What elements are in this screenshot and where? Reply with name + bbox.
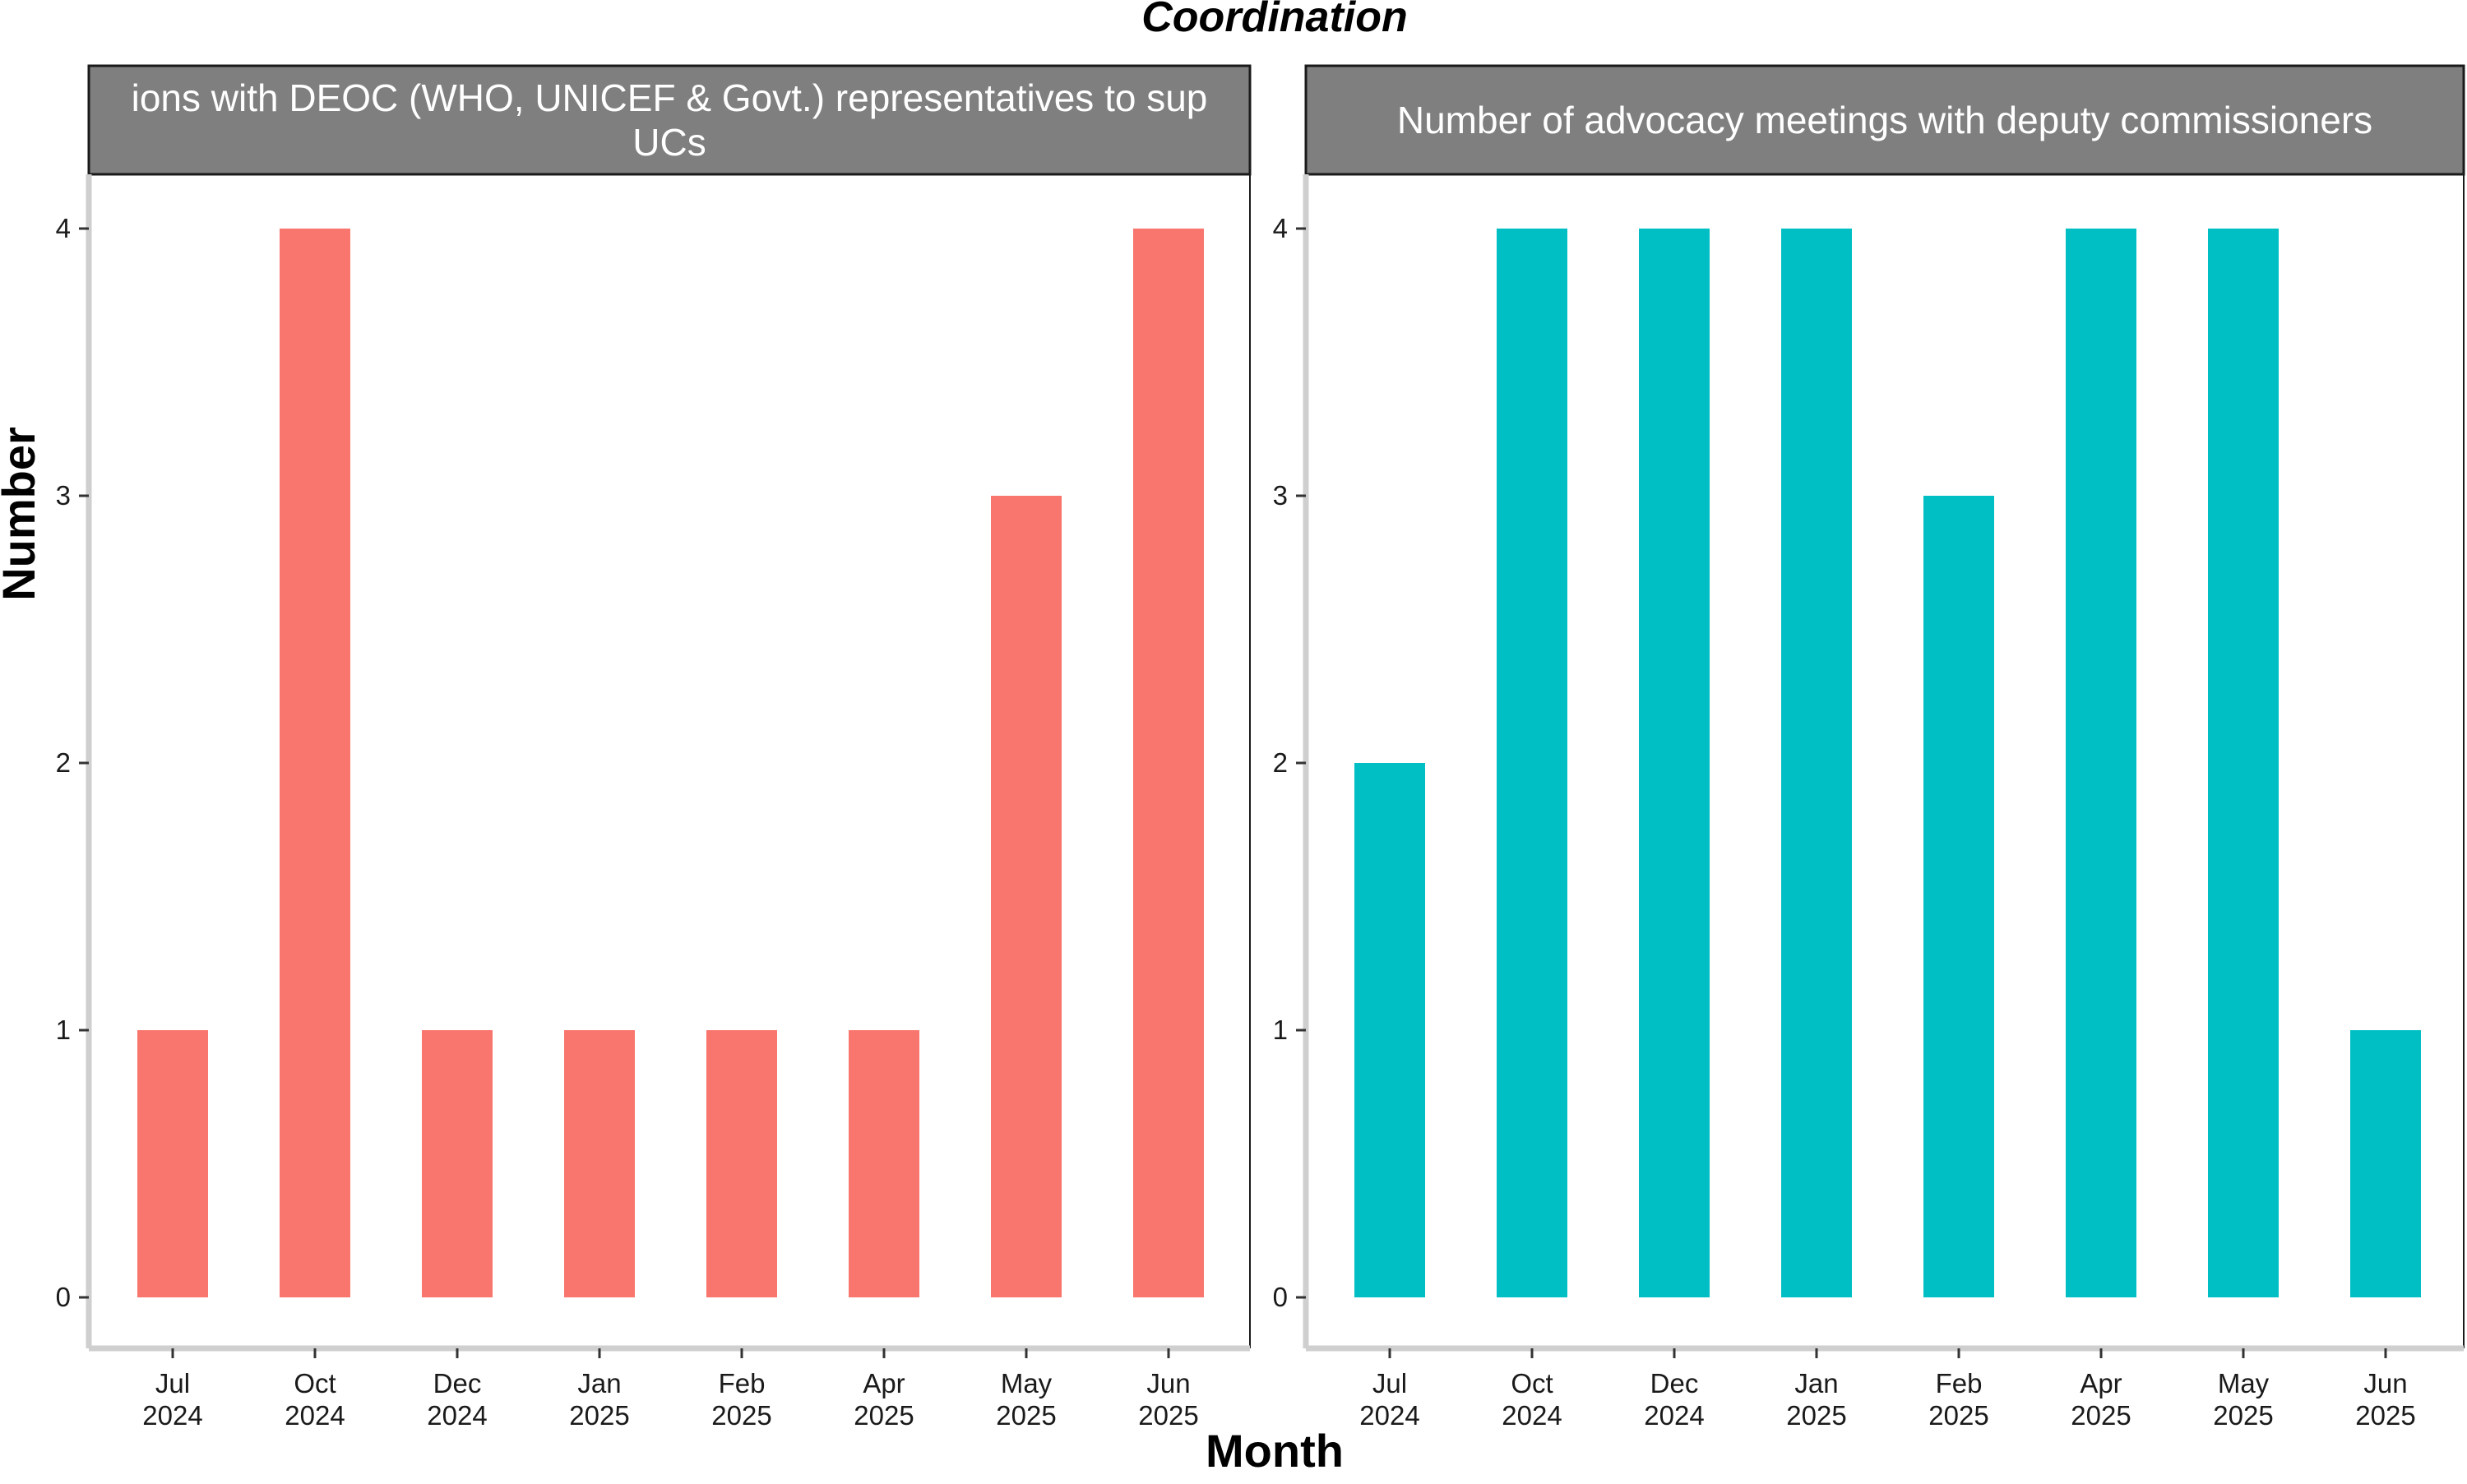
x-tick-label-year: 2024: [1644, 1400, 1704, 1431]
x-tick-label-month: Jan: [1794, 1368, 1838, 1398]
y-axis-label: Number: [0, 427, 44, 601]
x-tick-label-month: Oct: [1511, 1368, 1553, 1398]
y-tick-label: 0: [56, 1282, 71, 1312]
x-tick-label-year: 2025: [854, 1400, 914, 1431]
bar: [1497, 229, 1567, 1297]
x-tick-label-year: 2025: [996, 1400, 1056, 1431]
x-tick-label-year: 2025: [2213, 1400, 2273, 1431]
y-tick-label: 3: [56, 480, 71, 511]
x-tick-label-year: 2025: [2071, 1400, 2131, 1431]
bar: [1133, 229, 1204, 1297]
x-tick-label-year: 2025: [569, 1400, 629, 1431]
x-tick-label-month: Jun: [2363, 1368, 2407, 1398]
bar: [1639, 229, 1710, 1297]
y-tick-label: 2: [1273, 747, 1288, 778]
x-tick-label-month: May: [1001, 1368, 1053, 1398]
x-tick-label-year: 2025: [1786, 1400, 1846, 1431]
bar: [706, 1030, 777, 1297]
x-tick-label-year: 2024: [1502, 1400, 1562, 1431]
x-tick-label-year: 2025: [2355, 1400, 2415, 1431]
bar: [137, 1030, 208, 1297]
x-tick-label-month: Feb: [1936, 1368, 1983, 1398]
panel-strip-title: UCs: [632, 121, 706, 164]
x-tick-label-month: Apr: [2080, 1368, 2122, 1398]
bar: [422, 1030, 493, 1297]
x-tick-label-month: Dec: [433, 1368, 482, 1398]
x-tick-label-month: Feb: [719, 1368, 766, 1398]
panel-strip: [1304, 64, 2465, 176]
bar: [280, 229, 350, 1297]
x-tick-label-year: 2024: [285, 1400, 345, 1431]
x-tick-label-year: 2024: [1359, 1400, 1419, 1431]
bar: [991, 496, 1062, 1297]
bar: [1923, 496, 1994, 1297]
x-tick-label-month: Jan: [577, 1368, 621, 1398]
chart-title: Coordination: [1141, 0, 1408, 41]
x-tick-label-month: Apr: [863, 1368, 905, 1398]
bar: [2208, 229, 2279, 1297]
panel-strip: [87, 64, 1252, 176]
x-tick-label-month: Oct: [294, 1368, 336, 1398]
bar: [849, 1030, 919, 1297]
x-tick-label-year: 2024: [427, 1400, 487, 1431]
x-tick-label-year: 2025: [711, 1400, 771, 1431]
y-tick-label: 0: [1273, 1282, 1288, 1312]
panel-2: Number of advocacy meetings with deputy …: [1273, 64, 2465, 1431]
x-tick-label-month: May: [2218, 1368, 2270, 1398]
panel-strip-title: ions with DEOC (WHO, UNICEF & Govt.) rep…: [132, 76, 1208, 119]
y-tick-label: 2: [56, 747, 71, 778]
bar: [1781, 229, 1852, 1297]
bar: [2066, 229, 2136, 1297]
x-tick-label-year: 2025: [1928, 1400, 1988, 1431]
x-tick-label-year: 2024: [142, 1400, 202, 1431]
x-axis-label: Month: [1206, 1425, 1344, 1477]
bar: [2350, 1030, 2421, 1297]
bar: [564, 1030, 635, 1297]
y-tick-label: 4: [1273, 213, 1288, 243]
x-tick-label-month: Jun: [1146, 1368, 1190, 1398]
y-tick-label: 1: [1273, 1015, 1288, 1045]
y-tick-label: 3: [1273, 480, 1288, 511]
panel-strip-title: Number of advocacy meetings with deputy …: [1397, 99, 2372, 141]
x-tick-label-month: Dec: [1650, 1368, 1699, 1398]
x-tick-label-month: Jul: [1372, 1368, 1407, 1398]
panel-1: ions with DEOC (WHO, UNICEF & Govt.) rep…: [56, 64, 1252, 1431]
bar: [1354, 763, 1425, 1297]
y-tick-label: 4: [56, 213, 71, 243]
y-tick-label: 1: [56, 1015, 71, 1045]
x-tick-label-month: Jul: [155, 1368, 190, 1398]
x-tick-label-year: 2025: [1138, 1400, 1198, 1431]
